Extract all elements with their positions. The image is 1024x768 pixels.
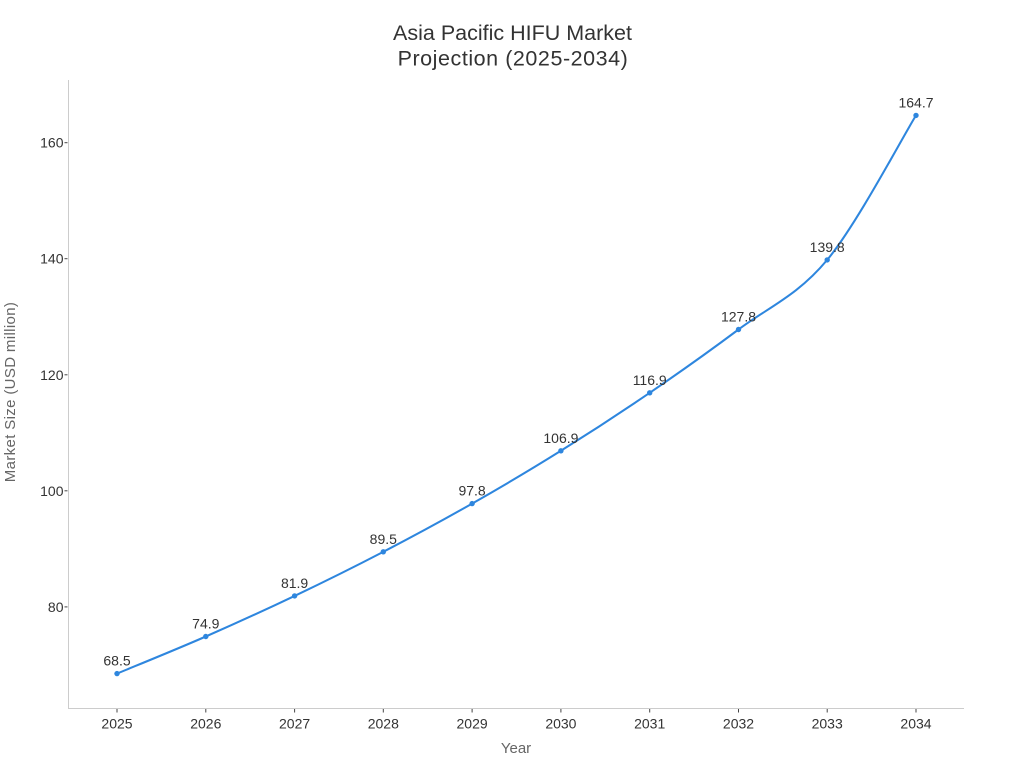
svg-text:74.9: 74.9	[192, 616, 219, 632]
svg-text:Year: Year	[501, 740, 531, 757]
svg-text:97.8: 97.8	[458, 483, 485, 499]
svg-text:2034: 2034	[900, 715, 931, 731]
svg-text:2025: 2025	[101, 715, 132, 731]
svg-text:89.5: 89.5	[370, 531, 397, 547]
svg-text:140: 140	[40, 251, 64, 267]
svg-text:80: 80	[48, 599, 64, 615]
svg-text:Asia Pacific HIFU Market: Asia Pacific HIFU Market	[393, 21, 632, 45]
svg-text:2031: 2031	[634, 715, 665, 731]
svg-text:81.9: 81.9	[281, 575, 308, 591]
svg-text:2033: 2033	[812, 715, 843, 731]
svg-text:139.8: 139.8	[810, 239, 845, 255]
svg-text:106.9: 106.9	[543, 430, 578, 446]
svg-text:164.7: 164.7	[898, 94, 933, 110]
svg-text:160: 160	[40, 135, 64, 151]
svg-text:100: 100	[40, 483, 64, 499]
svg-text:2029: 2029	[457, 715, 488, 731]
svg-text:127.8: 127.8	[721, 309, 756, 325]
svg-text:2028: 2028	[368, 715, 399, 731]
svg-text:120: 120	[40, 367, 64, 383]
svg-text:2032: 2032	[723, 715, 754, 731]
svg-text:2027: 2027	[279, 715, 310, 731]
svg-text:Market Size (USD million): Market Size (USD million)	[2, 302, 19, 482]
svg-text:2026: 2026	[190, 715, 221, 731]
svg-text:68.5: 68.5	[103, 653, 130, 669]
svg-text:2030: 2030	[545, 715, 576, 731]
svg-text:Projection (2025-2034): Projection (2025-2034)	[398, 46, 629, 70]
svg-text:116.9: 116.9	[633, 372, 667, 388]
